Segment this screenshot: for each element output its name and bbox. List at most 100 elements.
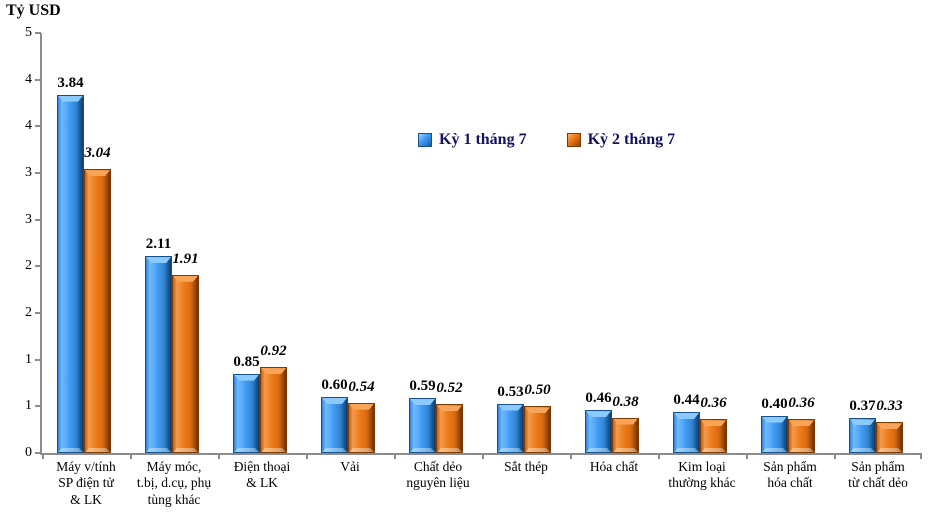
y-axis-label: 2: [25, 258, 32, 274]
y-axis-tick: [35, 358, 41, 361]
legend: Kỳ 1 tháng 7 Kỳ 2 tháng 7: [418, 131, 675, 149]
y-axis-label: 5: [25, 25, 32, 40]
y-axis-tick: [35, 452, 41, 454]
data-label-ky2: 0.38: [612, 393, 639, 410]
y-axis-tick: [35, 125, 41, 128]
x-axis-tick: [218, 453, 220, 459]
x-axis-tick: [130, 453, 132, 459]
legend-swatch-ky1-icon: [418, 133, 432, 147]
data-label-ky2: 1.91: [172, 250, 199, 267]
bar-ky2: [260, 367, 287, 453]
y-axis-label: 0: [25, 445, 32, 460]
category-group: 0.46 0.38 Hóa chất: [570, 33, 658, 474]
x-axis-category-label: Sản phẩm từ chất dẻo: [848, 459, 908, 491]
x-axis-category-label: Sắt thép: [504, 459, 548, 474]
y-axis-label: 1: [25, 351, 32, 367]
category-group: 0.37 0.33 Sản phẩm từ chất dẻo: [834, 33, 922, 490]
x-axis-tick: [746, 453, 748, 459]
y-axis-label: 3: [25, 165, 32, 180]
y-axis-label: 2: [25, 305, 32, 320]
chart-title: Tỷ USD: [6, 2, 61, 19]
y-axis-tick: [35, 78, 41, 81]
legend-label-ky1: Kỳ 1 tháng 7: [439, 131, 527, 148]
x-axis-tick: [306, 453, 308, 459]
data-label-ky2: 0.54: [348, 378, 375, 395]
data-label-ky1: 0.53: [497, 383, 524, 400]
data-label-ky1: 2.11: [145, 236, 172, 253]
y-axis-label: 3: [25, 211, 32, 227]
bar-ky1: [849, 418, 876, 453]
x-axis-tick: [42, 453, 44, 459]
x-axis-tick: [920, 453, 922, 459]
category-group: 3.84 3.04 Máy v/tính SP điện tử & LK: [42, 33, 130, 507]
y-axis-tick: [35, 172, 41, 174]
bar-ky2: [348, 402, 375, 453]
legend-item-ky1: Kỳ 1 tháng 7: [418, 131, 527, 149]
data-label-ky2: 0.33: [876, 398, 903, 415]
data-label-ky1: 0.60: [321, 377, 348, 393]
legend-label-ky2: Kỳ 2 tháng 7: [587, 131, 676, 148]
data-label-ky1: 0.44: [673, 391, 700, 408]
data-label-ky2: 0.36: [700, 395, 727, 412]
bar-ky2: [436, 404, 463, 453]
x-axis-category-label: Điện thoại & LK: [233, 459, 291, 491]
data-label-ky1: 0.85: [233, 353, 260, 370]
y-axis-tick: [35, 218, 41, 221]
x-axis-tick: [658, 453, 660, 459]
category-group: 0.53 0.50 Sắt thép: [482, 33, 570, 474]
bar-ky1: [409, 397, 436, 453]
data-label-ky2: 0.92: [260, 343, 287, 360]
bar-ky1: [761, 415, 788, 453]
category-group: 2.11 1.91 Máy móc, t.bị, d.cụ, phụ tùng khác: [130, 33, 218, 507]
x-axis-tick: [394, 453, 396, 459]
category-group: 0.44 0.36 Kim loại thường khác: [658, 33, 746, 491]
x-axis-category-label: Vải: [340, 459, 360, 474]
x-axis-category-label: Chất dẻo nguyên liệu: [406, 459, 470, 491]
category-group: 0.60 0.54 Vải: [306, 33, 394, 474]
y-axis-label: 1: [25, 398, 32, 414]
x-axis-category-label: Hóa chất: [589, 459, 639, 474]
data-label-ky2: 3.04: [84, 145, 111, 162]
bar-ky1: [145, 256, 172, 453]
data-label-ky1: 3.84: [57, 74, 84, 91]
bar-ky1: [673, 411, 700, 453]
data-label-ky2: 0.36: [788, 395, 815, 412]
y-axis-tick: [35, 405, 41, 408]
y-axis-tick: [35, 312, 41, 314]
category-group: 0.59 0.52 Chất dẻo nguyên liệu: [394, 33, 482, 491]
bar-ky1: [57, 94, 84, 453]
x-axis-category-label: Sản phẩm hóa chất: [763, 459, 817, 491]
y-axis-tick: [35, 265, 41, 268]
bar-ky2: [876, 422, 903, 453]
bar-ky2: [788, 419, 815, 453]
plot-area: 5 4 4 3 3 2 2 1 1 0 3.84 3.04 Máy v/tính SP điện tử & …: [25, 26, 922, 507]
bar-ky2: [524, 406, 551, 453]
x-axis-tick: [570, 453, 572, 459]
category-group: 0.40 0.36 Sản phẩm hóa chất: [746, 33, 834, 490]
legend-item-ky2: Kỳ 2 tháng 7: [566, 131, 676, 149]
data-label-ky1: 0.59: [409, 377, 436, 394]
legend-swatch-ky2-icon: [566, 133, 581, 147]
data-label-ky2: 0.50: [524, 382, 551, 399]
bar-ky1: [497, 403, 524, 453]
y-axis-tick: [35, 32, 41, 34]
category-group: 0.85 0.92 Điện thoại & LK: [218, 33, 306, 490]
bar-ky1: [321, 397, 348, 453]
data-label-ky1: 0.46: [585, 390, 612, 407]
data-label-ky2: 0.52: [436, 380, 463, 397]
bar-ky2: [612, 417, 639, 453]
x-axis-category-label: Máy móc, t.bị, d.cụ, phụ tùng khác: [136, 459, 212, 507]
y-axis-label: 4: [25, 118, 32, 134]
bar-ky2: [172, 274, 199, 453]
x-axis-category-label: Kim loại thường khác: [668, 459, 736, 491]
x-axis-tick: [482, 453, 484, 459]
bar-ky2: [700, 419, 727, 453]
x-axis-category-label: Máy v/tính SP điện tử & LK: [56, 459, 116, 507]
bar-ky1: [585, 410, 612, 453]
bar-ky1: [233, 373, 260, 453]
bar-ky2: [84, 169, 111, 453]
data-label-ky1: 0.40: [761, 395, 788, 412]
data-label-ky1: 0.37: [849, 398, 876, 415]
x-axis-tick: [834, 453, 836, 459]
